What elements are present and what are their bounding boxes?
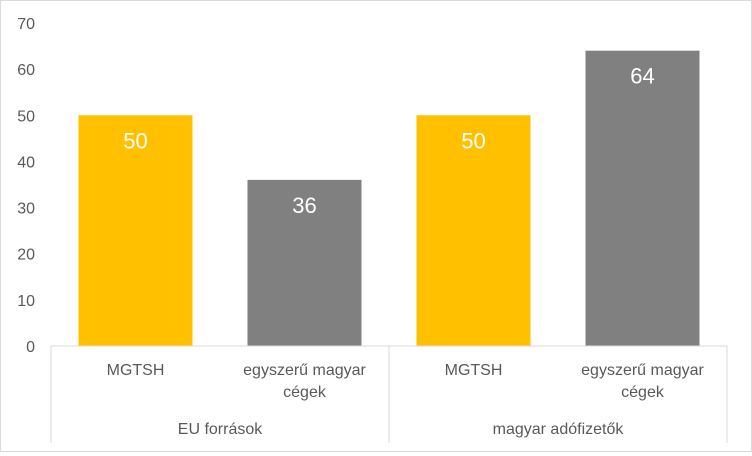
data-label: 50 xyxy=(461,128,485,153)
data-label: 50 xyxy=(123,128,147,153)
y-tick-label: 40 xyxy=(17,154,35,171)
category-label: MGTSH xyxy=(445,362,503,379)
y-tick-label: 50 xyxy=(17,108,35,125)
category-labels: MGTSH egyszerű magyar cégek MGTSH egyszerű m… xyxy=(107,362,705,401)
category-label: egyszerű magyar xyxy=(581,362,704,379)
bars: 50 36 50 64 xyxy=(78,50,700,347)
group-label: EU források xyxy=(178,421,263,438)
data-label: 64 xyxy=(630,64,654,89)
category-label: cégek xyxy=(283,384,327,401)
bar xyxy=(78,115,193,347)
group-label: magyar adófizetők xyxy=(493,421,625,438)
category-label: cégek xyxy=(621,384,665,401)
bar xyxy=(247,179,362,346)
group-labels: EU források magyar adófizetők xyxy=(178,421,625,438)
y-axis-ticks: 0 10 20 30 40 50 60 70 xyxy=(17,16,35,356)
axes xyxy=(50,345,728,443)
y-tick-label: 70 xyxy=(17,16,35,33)
y-tick-label: 60 xyxy=(17,62,35,79)
category-label: egyszerű magyar xyxy=(243,362,366,379)
y-tick-label: 30 xyxy=(17,201,35,218)
bar xyxy=(585,50,700,346)
y-tick-label: 10 xyxy=(17,293,35,310)
bar xyxy=(416,115,531,347)
y-tick-label: 0 xyxy=(26,339,35,356)
y-tick-label: 20 xyxy=(17,247,35,264)
category-label: MGTSH xyxy=(107,362,165,379)
data-label: 36 xyxy=(292,193,316,218)
